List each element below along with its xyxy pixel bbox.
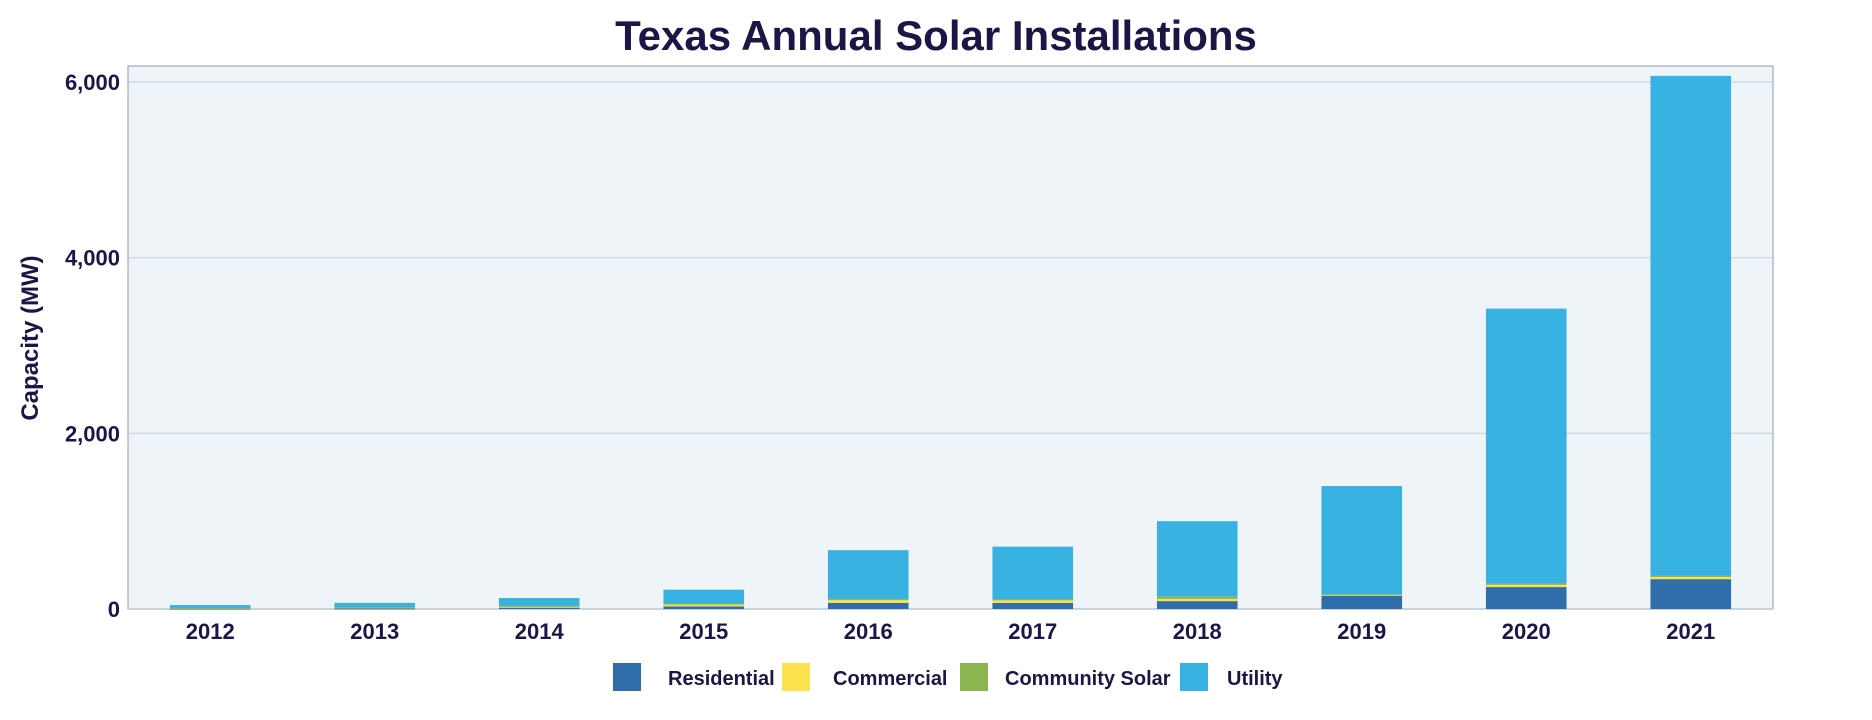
- bar-community-solar-2019: [1321, 594, 1403, 596]
- bar-community-solar-2016: [827, 599, 909, 601]
- bar-commercial-2016: [827, 599, 909, 603]
- x-tick-label: 2015: [679, 619, 728, 644]
- bar-residential-2019: [1321, 595, 1403, 609]
- bar-community-solar-2021: [1650, 575, 1732, 577]
- bar-community-solar-2012: [169, 607, 251, 609]
- legend-swatch-residential: [613, 663, 641, 691]
- bar-community-solar-2015: [663, 603, 745, 605]
- bar-community-solar-2014: [498, 605, 580, 607]
- y-tick-label: 4,000: [65, 246, 120, 271]
- x-tick-label: 2020: [1502, 619, 1551, 644]
- bar-residential-2015: [663, 606, 745, 609]
- bar-utility-2019: [1321, 486, 1403, 595]
- x-tick-label: 2018: [1173, 619, 1222, 644]
- legend: Residential Commercial Community Solar Util…: [613, 663, 1283, 691]
- x-tick-label: 2021: [1666, 619, 1715, 644]
- bar-utility-2016: [827, 550, 909, 600]
- bar-commercial-2020: [1485, 583, 1567, 588]
- x-tick-label: 2016: [844, 619, 893, 644]
- legend-label: Community Solar: [1005, 668, 1171, 690]
- bar-commercial-2018: [1156, 598, 1238, 602]
- bar-commercial-2014: [498, 606, 580, 608]
- x-tick-label: 2012: [186, 619, 235, 644]
- x-tick-label: 2017: [1008, 619, 1057, 644]
- legend-label: Residential: [668, 668, 775, 690]
- x-tick-label: 2019: [1337, 619, 1386, 644]
- bar-community-solar-2017: [992, 599, 1074, 601]
- bar-residential-2021: [1650, 579, 1732, 609]
- bar-utility-2013: [334, 602, 416, 608]
- bar-community-solar-2020: [1485, 583, 1567, 585]
- bar-utility-2017: [992, 546, 1074, 600]
- legend-swatch-utility: [1180, 663, 1208, 691]
- bar-commercial-2015: [663, 603, 745, 607]
- x-axis-ticks: 2012 2013 2014 2015 2016 2017 2018 2019 2020 2021: [186, 619, 1715, 644]
- bar-utility-2021: [1650, 75, 1732, 576]
- y-tick-label: 6,000: [65, 70, 120, 95]
- y-tick-label: 0: [108, 597, 120, 622]
- chart-title: Texas Annual Solar Installations: [615, 12, 1257, 59]
- legend-label: Utility: [1227, 668, 1283, 690]
- bar-residential-2013: [334, 608, 416, 610]
- bar-utility-2020: [1485, 308, 1567, 584]
- bar-utility-2015: [663, 589, 745, 604]
- bar-residential-2018: [1156, 601, 1238, 609]
- bar-commercial-2017: [992, 599, 1074, 603]
- bar-community-solar-2013: [334, 607, 416, 609]
- bar-residential-2014: [498, 607, 580, 609]
- legend-swatch-community-solar: [960, 663, 988, 691]
- bar-utility-2018: [1156, 521, 1238, 597]
- x-tick-label: 2013: [350, 619, 399, 644]
- y-axis-label: Capacity (MW): [17, 255, 44, 420]
- bar-commercial-2021: [1650, 576, 1732, 580]
- bar-residential-2017: [992, 602, 1074, 609]
- y-tick-label: 2,000: [65, 421, 120, 446]
- bar-community-solar-2018: [1156, 596, 1238, 599]
- legend-label: Commercial: [833, 668, 948, 690]
- bar-utility-2014: [498, 598, 580, 606]
- bars: [169, 75, 1732, 610]
- x-tick-label: 2014: [515, 619, 565, 644]
- bar-residential-2020: [1485, 587, 1567, 609]
- bar-residential-2016: [827, 602, 909, 609]
- legend-swatch-commercial: [782, 663, 810, 691]
- bar-utility-2012: [169, 605, 251, 608]
- y-axis-ticks: 0 2,000 4,000 6,000: [65, 70, 120, 622]
